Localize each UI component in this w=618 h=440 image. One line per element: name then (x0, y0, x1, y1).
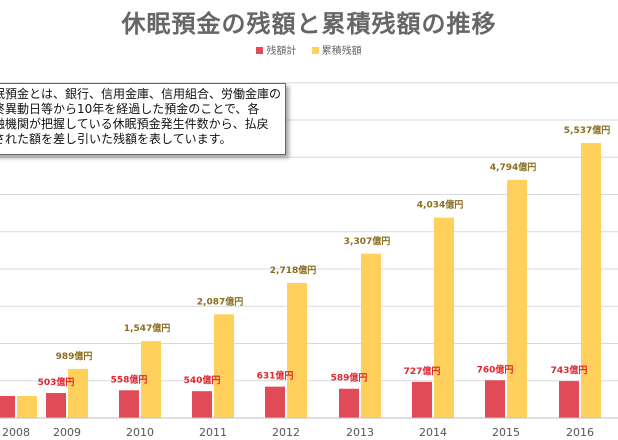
bar-dormant-2014 (412, 381, 432, 418)
bar-cumulative-2010 (141, 341, 161, 418)
x-tick-label-2013: 2013 (346, 426, 374, 439)
bar-cumulative-2013 (361, 253, 381, 418)
bar-dormant-2011 (192, 391, 212, 418)
legend-item-dormant: 残額計 (256, 42, 296, 57)
legend-label-cumulative: 累積残額 (321, 46, 362, 57)
description-box: 眠預金とは、銀行、信用金庫、信用組合、労働金庫の 終異動日等から10年を経過した… (0, 83, 286, 155)
x-tick-label-2008: 2008 (2, 426, 30, 439)
bar-cumulative-2009 (68, 368, 88, 418)
data-label-dormant-2014: 727億円 (404, 365, 441, 377)
data-label-dormant-2015: 760億円 (477, 363, 514, 375)
chart-legend: 残額計 累積残額 (0, 42, 618, 57)
chart-title: 休眠預金の残額と累積残額の推移 (121, 10, 497, 38)
legend-item-cumulative: 累積残額 (311, 42, 362, 57)
bar-cumulative-2015 (507, 179, 527, 418)
bar-dormant-2009 (46, 393, 66, 418)
data-label-dormant-2012: 631億円 (257, 370, 294, 382)
bar-dormant-2016 (559, 381, 579, 418)
bar-cumulative-2016 (581, 143, 601, 418)
data-label-cumulative-2010: 1,547億円 (124, 322, 170, 334)
x-tick-label-2015: 2015 (492, 426, 520, 439)
data-label-dormant-2010: 558億円 (111, 373, 148, 385)
x-tick-label-2012: 2012 (272, 426, 300, 439)
legend-label-dormant: 残額計 (266, 46, 297, 57)
data-label-cumulative-2012: 2,718億円 (270, 264, 316, 276)
description-line: された額を差し引いた残額を表しています。 (0, 132, 232, 146)
x-tick-label-2009: 2009 (53, 426, 81, 439)
data-label-cumulative-2015: 4,794億円 (490, 161, 536, 173)
bar-dormant-2008 (0, 396, 15, 418)
data-label-cumulative-2009: 989億円 (56, 350, 93, 362)
data-label-cumulative-2016: 5,537億円 (564, 124, 610, 136)
data-label-dormant-2016: 743億円 (551, 364, 588, 376)
data-label-dormant-2011: 540億円 (184, 374, 221, 386)
x-tick-label-2011: 2011 (199, 426, 227, 439)
description-line: 融機関が把握している休眠預金発生件数から、払戻 (0, 117, 269, 131)
bar-dormant-2010 (119, 390, 139, 418)
description-line: 眠預金とは、銀行、信用金庫、信用組合、労働金庫の (0, 87, 282, 101)
legend-swatch-cumulative (311, 47, 319, 54)
bar-cumulative-2008 (17, 396, 37, 418)
bar-dormant-2012 (265, 386, 285, 418)
data-label-cumulative-2011: 2,087億円 (197, 295, 243, 307)
bar-cumulative-2012 (287, 283, 307, 418)
data-label-dormant-2013: 589億円 (331, 372, 368, 384)
legend-swatch-dormant (256, 47, 264, 54)
bar-dormant-2013 (339, 388, 359, 418)
data-label-dormant-2009: 503億円 (38, 376, 75, 388)
data-label-cumulative-2013: 3,307億円 (344, 235, 390, 247)
data-label-cumulative-2014: 4,034億円 (417, 199, 463, 211)
description-line: 終異動日等から10年を経過した預金のことで、各 (0, 102, 260, 116)
bar-dormant-2015 (485, 380, 505, 418)
x-tick-label-2016: 2016 (566, 426, 594, 439)
x-tick-label-2014: 2014 (419, 426, 447, 439)
bar-cumulative-2011 (214, 314, 234, 418)
x-tick-label-2010: 2010 (126, 426, 154, 439)
bar-cumulative-2014 (434, 217, 454, 418)
